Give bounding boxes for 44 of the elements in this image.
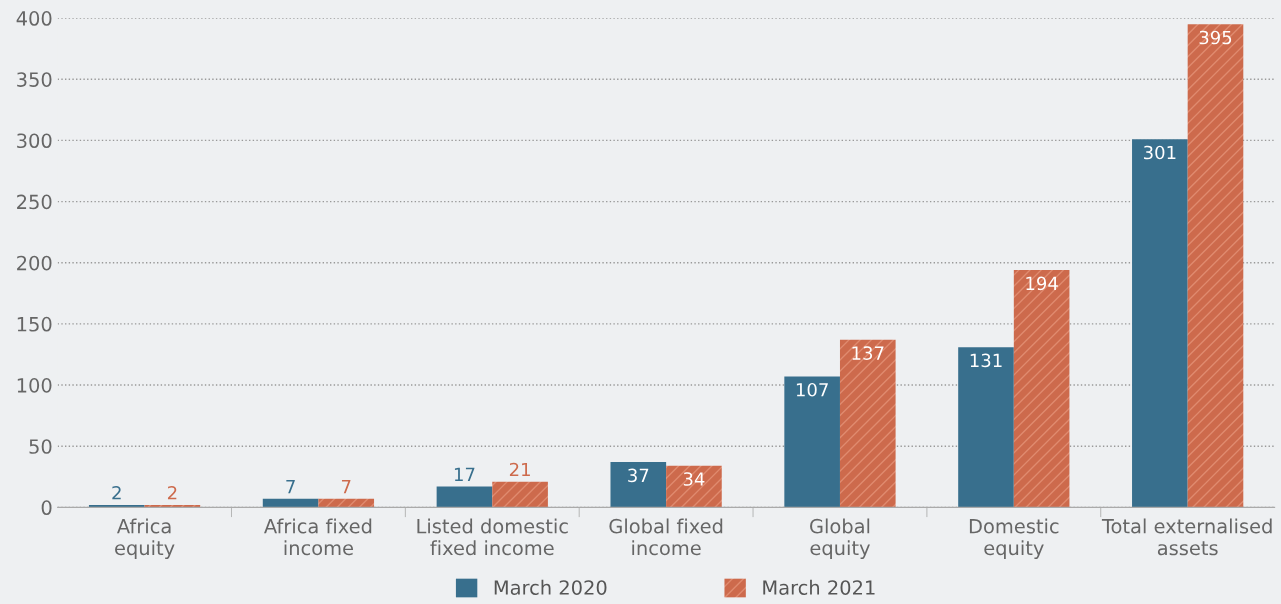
x-tick-label: Global fixed income: [609, 518, 723, 556]
y-tick-label: 200: [17, 255, 52, 271]
y-tick-label: 50: [29, 439, 52, 454]
bar: [1187, 24, 1244, 508]
data-label: 137: [852, 346, 884, 360]
y-tick-label: 150: [17, 316, 52, 332]
x-tick-label: Total externalised assets: [1101, 518, 1272, 556]
legend-label: March 2021: [763, 579, 875, 595]
data-label: 2: [167, 485, 177, 500]
bar: [318, 498, 375, 508]
data-label: 2: [112, 485, 121, 500]
legend-label: March 2020: [494, 579, 607, 595]
data-label: 7: [286, 480, 295, 494]
y-tick-label: 100: [17, 378, 52, 393]
x-tick-label: Africa equity: [115, 518, 175, 560]
y-tick-label: 350: [17, 72, 52, 87]
bar: [958, 347, 1014, 508]
data-label: 37: [628, 468, 649, 483]
bar: [492, 481, 548, 508]
bar: [784, 376, 840, 508]
bar: [666, 465, 722, 508]
x-tick-label: Africa fixed income: [264, 518, 372, 556]
data-label: 7: [341, 480, 351, 494]
data-label: 194: [1026, 276, 1058, 291]
y-tick-label: 400: [16, 11, 52, 26]
x-tick-label: Global equity: [810, 518, 870, 560]
data-label: 34: [683, 472, 705, 486]
bar: [839, 339, 896, 508]
data-label: 107: [796, 382, 828, 397]
data-label: 395: [1199, 30, 1232, 45]
bar: [1132, 139, 1188, 508]
y-tick-label: 300: [17, 133, 52, 149]
data-label: 17: [454, 467, 475, 481]
bar: [436, 486, 493, 508]
data-label: 301: [1144, 145, 1176, 160]
data-label: 21: [509, 462, 530, 477]
y-tick-label: 250: [17, 194, 52, 210]
bar: [262, 498, 319, 508]
x-tick-label: Domestic equity: [969, 518, 1059, 560]
data-label: 131: [970, 353, 1002, 368]
y-tick-label: 0: [41, 500, 52, 516]
x-tick-label: Listed domestic fixed income: [417, 518, 568, 556]
bar: [1013, 270, 1070, 508]
bar: [610, 462, 667, 508]
